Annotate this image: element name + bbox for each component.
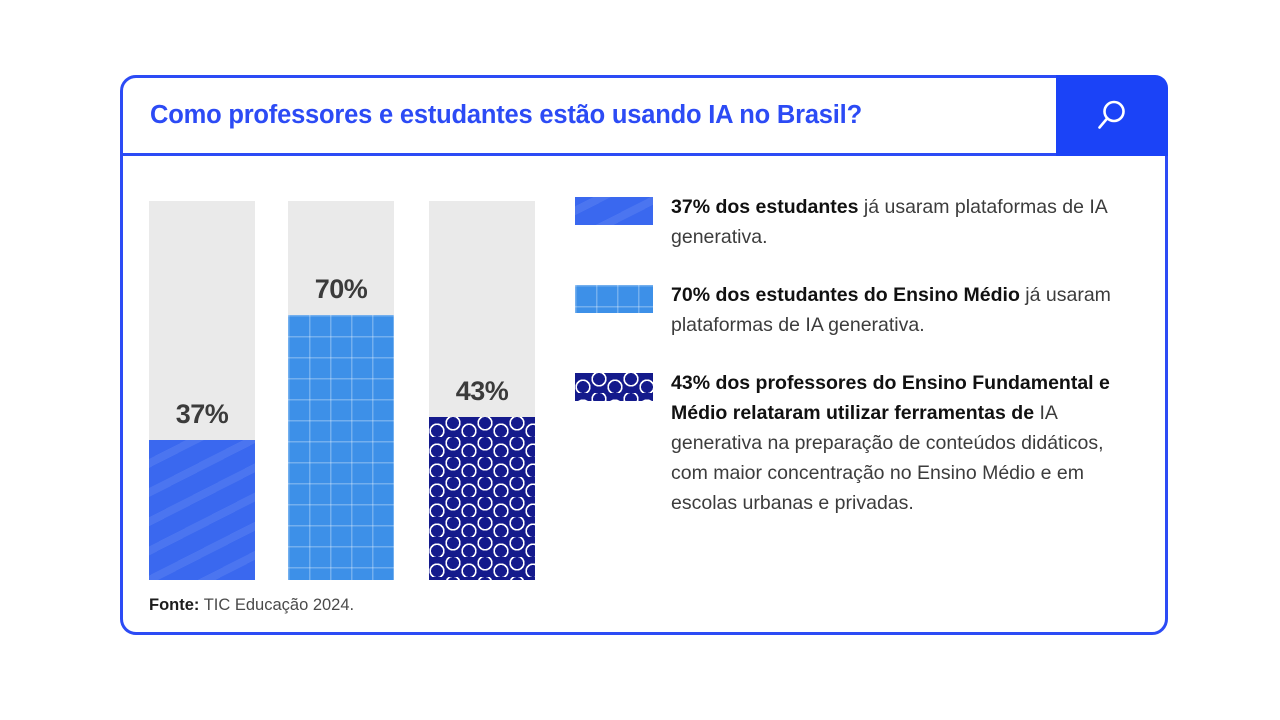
legend-item: 43% dos professores do Ensino Fundamenta… — [575, 368, 1145, 518]
legend-item-rest: já usaram plataformas de IA generativa. — [671, 196, 1107, 248]
bar-fill-professores — [429, 417, 535, 580]
legend-item-rest: IA generativa na preparação de conteúdos… — [671, 402, 1104, 514]
legend-item: 37% dos estudantes já usaram plataformas… — [575, 192, 1145, 252]
card-header: Como professores e estudantes estão usan… — [123, 75, 1168, 156]
legend-item-text: 43% dos professores do Ensino Fundamenta… — [671, 368, 1145, 518]
legend: 37% dos estudantes já usaram plataformas… — [575, 192, 1145, 546]
bar-value-label: 37% — [175, 398, 229, 429]
bar-track: 37% — [149, 201, 255, 580]
legend-item-rest: já usaram plataformas de IA generativa. — [671, 284, 1111, 336]
bar-value-label: 43% — [455, 376, 509, 407]
legend-item: 70% dos estudantes do Ensino Médio já us… — [575, 280, 1145, 340]
legend-swatch-waves — [575, 373, 653, 401]
bar-fill-ensino-medio — [288, 314, 394, 580]
legend-swatch-grid — [575, 285, 653, 313]
search-icon — [1090, 94, 1134, 138]
bar-chart: 37% 70% 43% — [149, 201, 569, 580]
card-body: 37% 70% 43% Fonte: TIC Educação 2024. — [123, 156, 1165, 632]
search-button[interactable] — [1056, 75, 1168, 156]
legend-item-text: 37% dos estudantes já usaram plataformas… — [671, 192, 1145, 252]
infographic-card: Como professores e estudantes estão usan… — [120, 75, 1168, 635]
bar-track: 43% — [429, 201, 535, 580]
bar-value-label: 70% — [314, 273, 368, 304]
legend-item-bold: 43% dos professores do Ensino Fundamenta… — [671, 372, 1110, 424]
legend-item-bold: 37% dos estudantes — [671, 196, 859, 218]
legend-item-text: 70% dos estudantes do Ensino Médio já us… — [671, 280, 1145, 340]
bar-track: 70% — [288, 201, 394, 580]
source-note: Fonte: TIC Educação 2024. — [149, 596, 354, 615]
source-value: TIC Educação 2024. — [199, 596, 355, 614]
page-title: Como professores e estudantes estão usan… — [150, 101, 862, 129]
legend-swatch-diagonal-stripes — [575, 197, 653, 225]
source-label: Fonte: — [149, 596, 200, 614]
bar-fill-estudantes — [149, 439, 255, 580]
legend-item-bold: 70% dos estudantes do Ensino Médio — [671, 284, 1020, 306]
